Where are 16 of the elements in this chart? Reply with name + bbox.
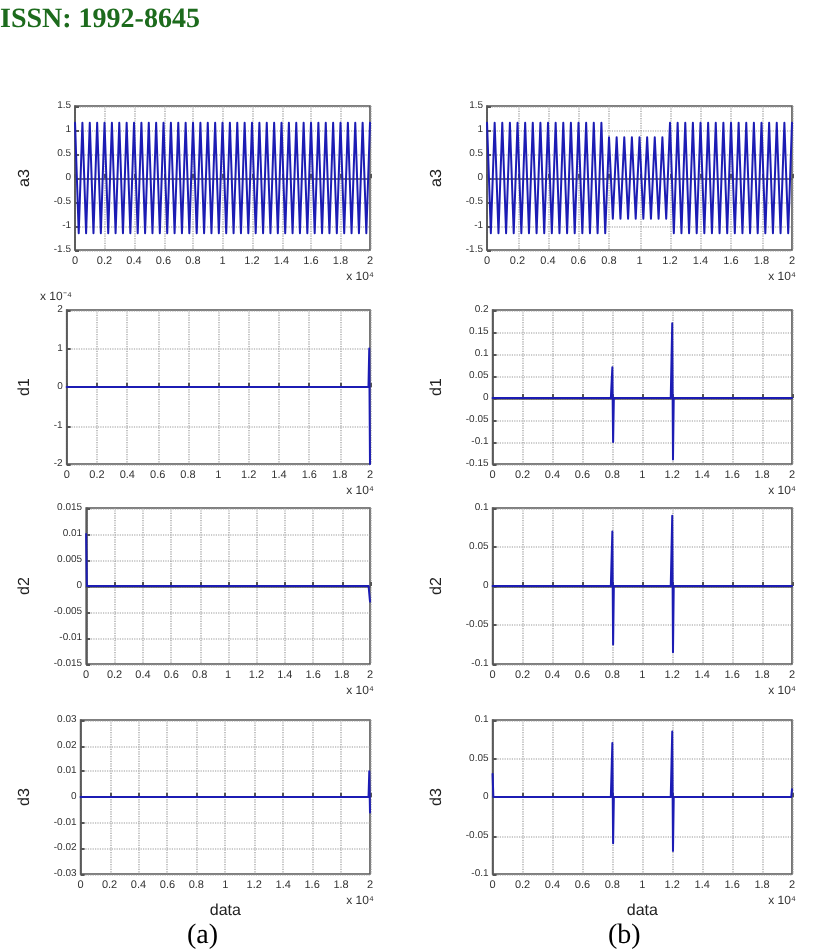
text: (a)	[187, 921, 219, 951]
y-axis-title: a3	[427, 168, 445, 187]
y-axis-title: d2	[427, 576, 445, 595]
x-axis-title: data	[626, 900, 659, 919]
y-axis-title: d3	[15, 787, 33, 806]
line-series	[491, 514, 793, 654]
text: (b)	[608, 921, 642, 951]
x-axis-title: data	[209, 900, 242, 919]
y-axis-title: d1	[15, 377, 33, 396]
y-axis-title: d2	[15, 576, 33, 595]
text: ISSN: 1992-8645	[0, 5, 200, 35]
y-axis-title: d1	[427, 377, 445, 396]
y-axis-title: d3	[427, 787, 445, 806]
line-series	[491, 322, 793, 461]
line-series	[486, 121, 793, 235]
y-axis-title: a3	[15, 168, 33, 187]
